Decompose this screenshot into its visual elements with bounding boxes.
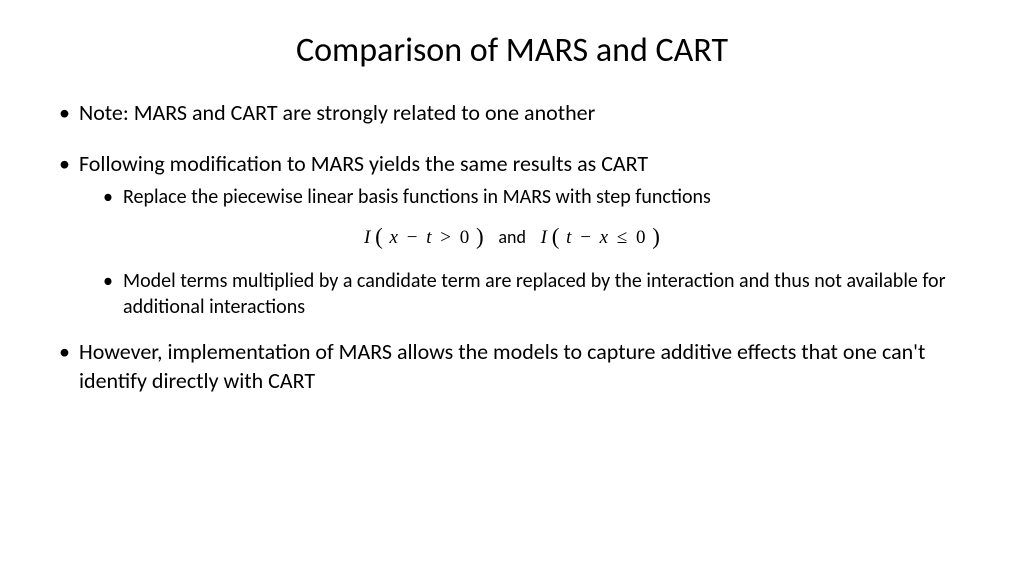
bullet-however: However, implementation of MARS allows t… [55, 338, 969, 395]
main-bullet-list: Note: MARS and CART are strongly related… [55, 99, 969, 210]
formula-le: ≤ [617, 227, 627, 248]
formula-zero-1: 0 [460, 227, 470, 248]
formula-I-2: I [541, 227, 547, 248]
formula-and: and [498, 226, 526, 248]
formula-minus-2: − [580, 227, 591, 248]
formula-minus-1: − [407, 227, 418, 248]
formula-rparen-1: ) [476, 224, 484, 249]
formula-gt: > [440, 227, 451, 248]
formula-lparen-2: ( [552, 224, 560, 249]
formula-t-2: t [566, 227, 571, 248]
bullet-note: Note: MARS and CART are strongly related… [55, 99, 969, 128]
sub-list-modification: Replace the piecewise linear basis funct… [79, 184, 969, 210]
bullet-modification: Following modification to MARS yields th… [55, 150, 969, 211]
sub-model-terms: Model terms multiplied by a candidate te… [99, 268, 969, 320]
formula-rparen-2: ) [652, 224, 660, 249]
sub-replace-basis: Replace the piecewise linear basis funct… [99, 184, 969, 210]
formula-lparen-1: ( [375, 224, 383, 249]
continuation-list: Model terms multiplied by a candidate te… [55, 268, 969, 395]
formula-x-1: x [390, 227, 398, 248]
bullet-modification-text: Following modification to MARS yields th… [79, 150, 648, 177]
formula-row: I ( x − t > 0 ) and I ( t − x ≤ 0 ) [55, 224, 969, 250]
bullet-hidden-parent: Model terms multiplied by a candidate te… [55, 268, 969, 320]
formula-x-2: x [600, 227, 608, 248]
sub-list-continued: Model terms multiplied by a candidate te… [55, 268, 969, 320]
slide-title: Comparison of MARS and CART [55, 30, 969, 71]
formula-zero-2: 0 [636, 227, 646, 248]
formula-I-1: I [364, 227, 370, 248]
formula-t-1: t [426, 227, 431, 248]
